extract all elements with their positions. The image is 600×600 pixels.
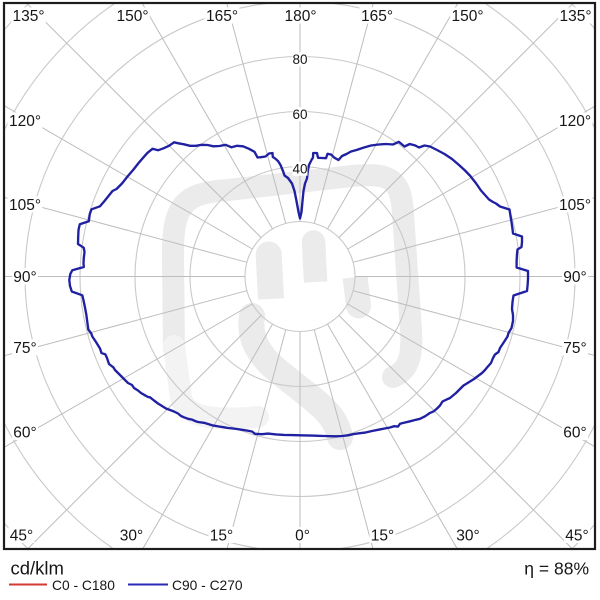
svg-text:165°: 165° [361, 8, 393, 25]
svg-text:C0 - C180: C0 - C180 [52, 578, 115, 593]
svg-text:135°: 135° [12, 8, 44, 25]
svg-text:90°: 90° [563, 269, 586, 286]
svg-text:150°: 150° [451, 8, 483, 25]
svg-text:75°: 75° [13, 340, 36, 357]
svg-text:η = 88%: η = 88% [524, 559, 589, 579]
svg-text:120°: 120° [9, 113, 41, 130]
svg-text:0°: 0° [295, 528, 310, 545]
svg-text:180°: 180° [284, 8, 316, 25]
svg-text:135°: 135° [559, 8, 591, 25]
svg-text:120°: 120° [559, 113, 591, 130]
svg-text:45°: 45° [10, 528, 33, 545]
svg-text:30°: 30° [120, 528, 143, 545]
svg-text:45°: 45° [565, 528, 588, 545]
svg-text:15°: 15° [210, 528, 233, 545]
svg-text:60°: 60° [13, 425, 36, 442]
svg-text:105°: 105° [9, 197, 41, 214]
svg-text:60°: 60° [563, 425, 586, 442]
svg-text:60: 60 [292, 107, 307, 122]
svg-text:30°: 30° [456, 528, 479, 545]
svg-text:165°: 165° [206, 8, 238, 25]
svg-text:75°: 75° [563, 340, 586, 357]
svg-text:cd/klm: cd/klm [11, 558, 64, 579]
svg-text:90°: 90° [13, 269, 36, 286]
svg-text:40: 40 [292, 162, 307, 177]
svg-text:150°: 150° [116, 8, 148, 25]
svg-text:15°: 15° [371, 528, 394, 545]
svg-text:80: 80 [292, 52, 307, 67]
svg-text:105°: 105° [559, 197, 591, 214]
svg-text:C90 - C270: C90 - C270 [172, 578, 243, 593]
